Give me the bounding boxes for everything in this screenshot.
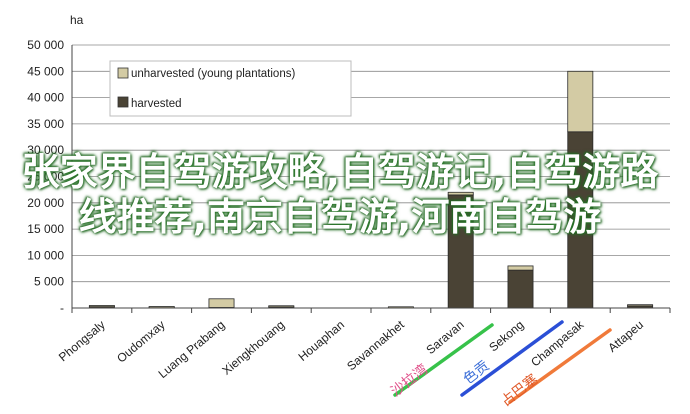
bar-unharvested-sekong	[507, 265, 534, 271]
y-tick-label: 35 000	[27, 117, 64, 131]
y-tick-label: 20 000	[27, 196, 64, 210]
x-tick-label: Oudomxay	[114, 318, 167, 366]
bar-harvested-saravan	[447, 194, 474, 309]
bar-unharvested-champasak	[567, 70, 594, 133]
x-tick-label: Saravan	[423, 318, 466, 357]
x-tick-label: Xiengkhouang	[219, 318, 287, 378]
y-tick-label: 15 000	[27, 222, 64, 236]
x-tick-label: Phongsaly	[56, 318, 108, 365]
orange-stroke	[508, 328, 612, 404]
bar-unharvested-saravan	[447, 191, 474, 196]
legend: unharvested (young plantations) harveste…	[109, 60, 352, 117]
bar-unharvested-attapeu	[627, 304, 654, 307]
bar-unharvested-phongsaly	[88, 305, 115, 308]
watermark-overlay: 张家界自驾游攻略,自驾游记,自驾游路线推荐,南京自驾游,河南自驾游	[21, 150, 659, 239]
y-tick-label: 25 000	[27, 170, 64, 184]
bar-unharvested-xiengkhouang	[268, 305, 295, 308]
x-tick-label: Savannakhet	[344, 317, 407, 373]
y-tick-label: 50 000	[27, 38, 64, 52]
y-tick-label: -	[60, 301, 64, 315]
legend-box	[109, 60, 352, 117]
legend-swatch-unharvested	[117, 67, 129, 79]
y-tick-label: 40 000	[27, 91, 64, 105]
y-tick-label: 30 000	[27, 143, 64, 157]
blue-stroke	[460, 320, 564, 397]
bar-harvested-champasak	[567, 131, 594, 309]
green-stroke	[393, 323, 494, 397]
x-tick-label: Sekong	[486, 318, 526, 355]
bars	[88, 70, 654, 309]
x-tick-label: Attapeu	[605, 318, 646, 355]
legend-label-harvested: harvested	[131, 98, 182, 110]
bar-unharvested-luang-prabang	[208, 298, 235, 308]
x-axis	[71, 45, 671, 313]
legend-label-unharvested: unharvested (young plantations)	[131, 68, 295, 80]
y-axis-unit-label: ha	[70, 13, 84, 27]
y-axis-ticks: - 5 000 10 000 15 000 20 000 25 000 30 000 35 0…	[27, 38, 64, 315]
y-tick-label: 45 000	[27, 64, 64, 78]
y-tick-label: 10 000	[27, 248, 64, 262]
legend-swatch-harvested	[117, 96, 129, 108]
bar-harvested-sekong	[507, 269, 534, 309]
decorative-strokes	[393, 320, 612, 404]
y-tick-label: 5 000	[34, 275, 64, 289]
x-tick-label: Houaphan	[296, 318, 347, 364]
